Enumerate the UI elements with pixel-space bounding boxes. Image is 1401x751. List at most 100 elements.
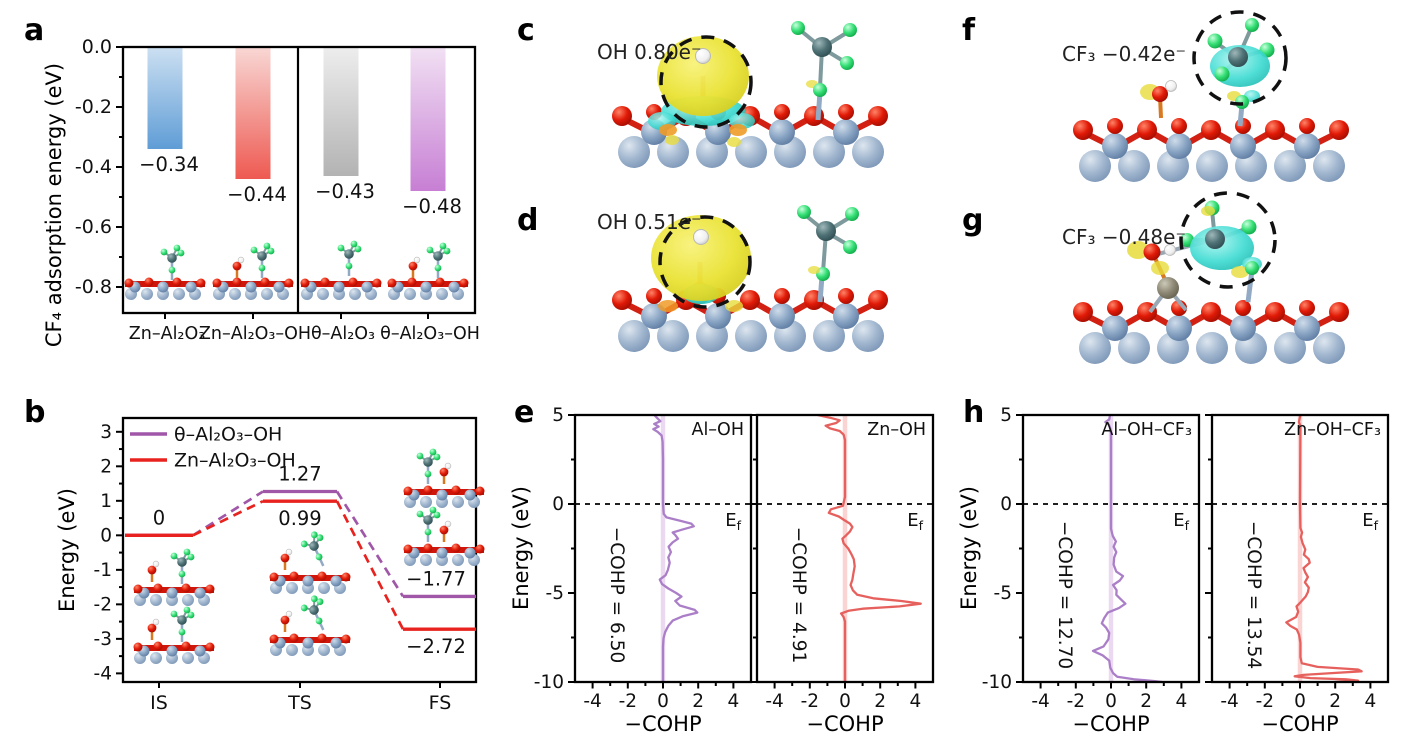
category-label: θ–Al₂O₃–OH — [380, 324, 480, 344]
cohp-curve — [817, 413, 922, 682]
state-label: FS — [429, 692, 452, 714]
bar-θ–Al₂O₃–OH — [410, 48, 446, 191]
energy-connector — [192, 499, 264, 537]
x-tick-label: -4 — [1031, 691, 1049, 712]
y-tick-label: -0.8 — [75, 276, 112, 298]
x-tick-label: 4 — [1365, 691, 1377, 712]
cohp-integral-label: −COHP = 4.91 — [788, 527, 809, 664]
fermi-label: Ef — [907, 510, 923, 533]
bond-pair-title: Zn–OH–CF₃ — [1284, 420, 1381, 440]
x-tick-label: -2 — [619, 691, 637, 712]
axis-label-h2-x: −COHP — [1261, 712, 1339, 736]
panel-label-h: h — [963, 395, 985, 430]
y-tick-label: -0.6 — [75, 216, 112, 238]
cohp-curve — [1091, 414, 1163, 684]
y-tick-label: -2 — [94, 594, 112, 615]
energy-annotation: −2.72 — [406, 635, 466, 658]
charge-region-circle — [1179, 191, 1277, 289]
y-tick-label: 5 — [1000, 405, 1012, 426]
y-tick-label: -5 — [546, 583, 564, 604]
x-tick-label: 2 — [874, 691, 886, 712]
legend-label: Zn–Al₂O₃–OH — [174, 450, 296, 472]
x-tick-label: -2 — [1256, 691, 1274, 712]
category-label: θ–Al₂O₃ — [311, 324, 375, 344]
x-tick-label: -4 — [583, 691, 601, 712]
panel-a-bar-chart: −0.34 −0.44 −0.43 −0.48 0.0 -0.2 -0.4 -0.6 -0.8 Z… — [75, 36, 480, 344]
panel-label-d: d — [517, 203, 539, 238]
panel-label-c: c — [517, 13, 535, 48]
cohp-integral-label: −COHP = 12.70 — [1054, 521, 1075, 669]
y-tick-label: 0 — [552, 494, 564, 515]
x-tick-label: 2 — [1329, 691, 1341, 712]
energy-annotation: 0 — [153, 506, 165, 529]
bar-value-label: −0.34 — [139, 153, 199, 176]
x-tick-label: -4 — [765, 691, 783, 712]
bar-θ–Al₂O₃ — [323, 48, 359, 176]
x-tick-label: 2 — [1140, 691, 1152, 712]
y-tick-label: 0 — [1000, 494, 1012, 515]
fermi-label: Ef — [1173, 510, 1189, 533]
x-tick-label: 2 — [692, 691, 704, 712]
molecular-structure-d — [612, 205, 888, 352]
x-tick-label: 4 — [910, 691, 922, 712]
fermi-label: Ef — [1362, 510, 1378, 533]
panel-label-g: g — [962, 203, 984, 238]
y-tick-label: 5 — [552, 405, 564, 426]
axis-label-h1-x: −COHP — [1072, 712, 1150, 736]
x-tick-label: 4 — [1176, 691, 1188, 712]
molecular-structure-f — [1073, 10, 1349, 182]
cohp-integral-label: −COHP = 13.54 — [1243, 521, 1264, 669]
category-label: Zn–Al₂O₃–OH — [199, 324, 311, 344]
state-label: IS — [150, 692, 168, 714]
cohp-curve — [1285, 414, 1363, 684]
cohp-curve — [652, 414, 699, 682]
energy-annotation: −1.77 — [406, 567, 466, 590]
x-tick-label: -2 — [1067, 691, 1085, 712]
fermi-label: Ef — [725, 510, 741, 533]
panel-e-cohp-charts: -4 -2 0 2 4 5 0 -5 -10 Al–OH Ef −COHP = 6.50 -4 -2 0 2 4… — [534, 405, 935, 712]
y-tick-label: -3 — [94, 629, 112, 650]
legend-label: θ–Al₂O₃–OH — [174, 424, 282, 446]
charge-label-g: CF₃ −0.48e⁻ — [1062, 225, 1186, 249]
panel-label-b: b — [24, 395, 46, 430]
energy-connector — [335, 490, 405, 598]
panel-label-f: f — [962, 13, 976, 48]
y-tick-label: 0.0 — [82, 36, 112, 58]
x-tick-label: 0 — [1294, 691, 1306, 712]
charge-label-f: CF₃ −0.42e⁻ — [1062, 42, 1186, 66]
cohp-integral-label: −COHP = 6.50 — [606, 527, 627, 664]
bond-pair-title: Al–OH–CF₃ — [1101, 420, 1192, 440]
y-tick-label: 0 — [100, 525, 112, 546]
x-tick-label: -2 — [801, 691, 819, 712]
molecule-inset — [125, 239, 469, 300]
y-tick-label: -10 — [534, 672, 564, 693]
x-tick-label: 0 — [1105, 691, 1117, 712]
panel-h-cohp-charts: -4 -2 0 2 4 5 0 -5 -10 Al–OH–CF₃ Ef −COHP = 12.70 -4… — [982, 405, 1390, 712]
bar-value-label: −0.44 — [227, 183, 287, 206]
y-tick-label: 2 — [100, 456, 112, 477]
energy-annotation: 0.99 — [278, 507, 321, 530]
panel-b-energy-profile: 3 2 1 0 -1 -2 -3 -4 IS TS FS 0 1.27 0.99 −1.77 −2.72 θ–A… — [94, 416, 478, 714]
x-tick-label: 0 — [839, 691, 851, 712]
panel-label-a: a — [24, 13, 45, 48]
charge-region-circle — [659, 35, 753, 129]
y-tick-label: 1 — [100, 491, 112, 512]
panel-label-e: e — [514, 395, 535, 430]
axis-label-e2-x: −COHP — [806, 712, 884, 736]
axis-label-b-y: Energy (eV) — [55, 488, 79, 612]
energy-connector — [335, 500, 405, 630]
bar-value-label: −0.43 — [315, 180, 375, 203]
axis-label-e1-x: −COHP — [624, 712, 702, 736]
x-tick-label: 0 — [657, 691, 669, 712]
y-tick-label: 3 — [100, 422, 112, 443]
molecular-structure-g — [1073, 191, 1349, 364]
bar-Zn–Al₂O₃ — [147, 48, 183, 149]
bond-pair-title: Zn–OH — [867, 420, 926, 440]
category-label: Zn–Al₂O₃ — [129, 324, 205, 344]
charge-label-c: OH 0.80e⁻ — [597, 40, 702, 64]
y-tick-label: -1 — [94, 560, 112, 581]
x-tick-label: -4 — [1220, 691, 1238, 712]
bar-Zn–Al₂O₃–OH — [235, 48, 271, 179]
y-tick-label: -0.4 — [75, 156, 112, 178]
